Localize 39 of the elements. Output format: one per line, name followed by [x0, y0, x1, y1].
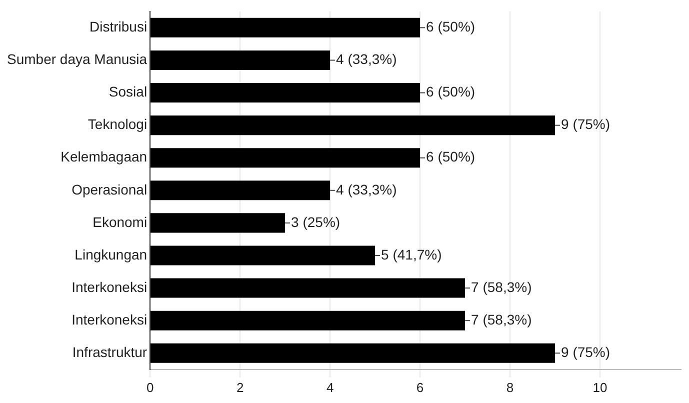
bar: [150, 50, 330, 70]
y-tick-label: Ekonomi: [92, 214, 148, 230]
y-tick-label: Interkoneksi: [72, 278, 148, 295]
data-label: 7 (58,3%): [471, 311, 532, 328]
data-label: 9 (75%): [561, 344, 610, 360]
y-tick-label: Lingkungan: [74, 246, 148, 262]
y-tick-label: Distribusi: [89, 18, 148, 35]
x-tick-label: 10: [592, 380, 608, 395]
x-tick-label: 4: [326, 380, 334, 395]
bar: [150, 278, 466, 298]
bar: [150, 83, 420, 103]
bar: [150, 343, 556, 363]
y-tick-label: Kelembagaan: [60, 148, 148, 165]
bar: [150, 180, 330, 200]
y-tick-label: Teknologi: [88, 116, 148, 132]
bar: [150, 310, 466, 330]
y-tick-label: Infrastruktur: [72, 344, 148, 360]
x-tick-label: 0: [146, 380, 154, 395]
x-tick-label: 6: [416, 380, 424, 395]
x-tick-label: 2: [236, 380, 244, 395]
data-label: 4 (33,3%): [336, 181, 397, 198]
data-label: 5 (41,7%): [381, 246, 442, 262]
y-tick-label: Operasional: [72, 181, 148, 198]
bar: [150, 116, 556, 136]
y-tick-label: Sumber daya Manusia: [6, 51, 148, 68]
data-label: 7 (58,3%): [471, 278, 532, 295]
bar: [150, 213, 286, 233]
data-label: 3 (25%): [291, 214, 340, 230]
data-label: 6 (50%): [426, 148, 476, 165]
y-tick-label: Interkoneksi: [72, 311, 148, 328]
data-label: 9 (75%): [561, 116, 610, 132]
bar: [150, 148, 420, 168]
x-tick-label: 8: [506, 380, 514, 395]
data-label: 6 (50%): [426, 18, 476, 35]
bar: [150, 246, 376, 266]
data-label: 6 (50%): [426, 84, 476, 100]
bar: [150, 18, 420, 38]
data-label: 4 (33,3%): [336, 51, 397, 68]
y-tick-label: Sosial: [108, 84, 148, 100]
